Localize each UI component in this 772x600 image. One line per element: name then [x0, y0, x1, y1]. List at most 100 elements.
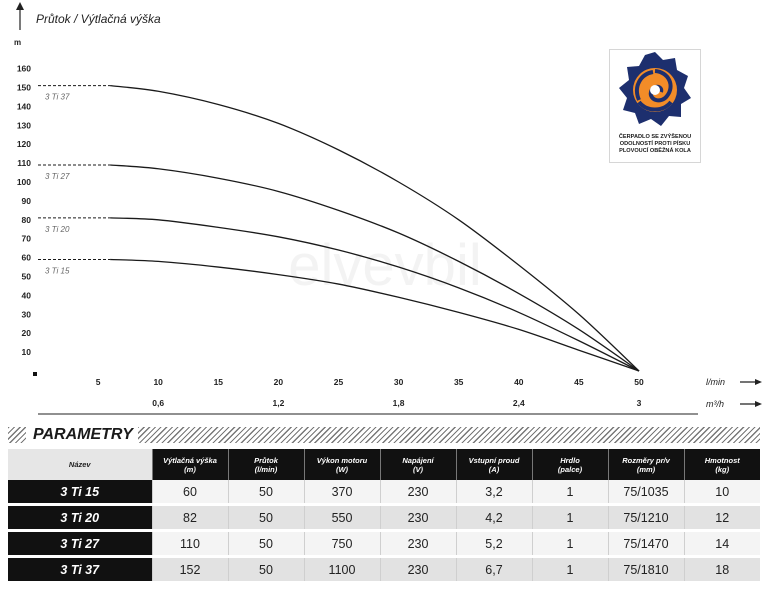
x2-tick-label: 0,6: [152, 398, 164, 408]
watermark: elvevbil: [288, 233, 481, 298]
logo-caption-line: PLOVOUCÍ OBĚŽNÁ KOLA: [619, 148, 691, 154]
impeller-logo-icon: [619, 52, 691, 126]
x2-tick-label: 1,2: [272, 398, 284, 408]
curves: [38, 84, 640, 372]
series-line: [110, 84, 640, 372]
table-cell: 6,7: [455, 556, 532, 584]
table-cell: 230: [379, 504, 456, 532]
x2-tick-label: 1,8: [393, 398, 405, 408]
x2-unit-label: m³/h: [706, 399, 724, 409]
model-name-cell: 3 Ti 15: [8, 480, 152, 506]
y-unit-label: m: [14, 38, 21, 47]
x-axis-arrow-head-icon: [755, 379, 762, 385]
table-header-row: Název Výtlačná výška (m) Průtok (l/min) Výkon…: [8, 449, 760, 480]
header-unit: (mm): [636, 464, 656, 474]
x-unit-label: l/min: [706, 377, 725, 387]
table-cell: 50: [227, 556, 304, 584]
table-cell: 10: [683, 480, 760, 506]
table-cell: 50: [227, 530, 304, 558]
header-unit: (l/min): [254, 464, 278, 474]
x-tick-label: 20: [274, 377, 284, 387]
model-name-cell: 3 Ti 37: [8, 556, 152, 584]
y-tick-label: 30: [22, 309, 32, 319]
table-cell: 75/1810: [607, 556, 684, 584]
product-logo-box: ČERPADLO SE ZVÝŠENOU ODOLNOSTÍ PROTI PÍS…: [609, 49, 701, 163]
x-tick-label: 30: [394, 377, 404, 387]
table-header-cell: Rozměry pr/v (mm): [607, 449, 684, 480]
table-body: 3 Ti 15 60 50 370 230 3,2 1 75/1035 10 3 Ti 20 82 5…: [8, 480, 760, 584]
y-axis-arrow-head-icon: [16, 2, 24, 10]
y-tick-label: 80: [22, 215, 32, 225]
y-tick-label: 140: [17, 101, 31, 111]
table-cell: 230: [379, 530, 456, 558]
table-cell: 75/1035: [607, 480, 684, 506]
origin-marker: [33, 372, 37, 376]
table-cell: 152: [151, 556, 228, 584]
y-tick-label: 130: [17, 120, 31, 130]
table-cell: 60: [151, 480, 228, 506]
table-cell: 1: [531, 530, 608, 558]
header-unit: (W): [335, 464, 349, 474]
x-tick-label: 50: [634, 377, 644, 387]
table-cell: 3,2: [455, 480, 532, 506]
table-header-cell: Vstupní proud (A): [455, 449, 532, 480]
table-header-cell: Hmotnost (kg): [683, 449, 760, 480]
y-tick-label: 10: [22, 347, 32, 357]
y-tick-label: 120: [17, 139, 31, 149]
params-table: Název Výtlačná výška (m) Průtok (l/min) Výkon…: [8, 449, 760, 584]
table-row: 3 Ti 15 60 50 370 230 3,2 1 75/1035 10: [8, 480, 760, 506]
table-header-cell: Průtok (l/min): [227, 449, 304, 480]
table-cell: 750: [303, 530, 380, 558]
params-title: PARAMETRY: [28, 425, 138, 445]
table-cell: 1: [531, 504, 608, 532]
series-label: 3 Ti 37: [45, 93, 70, 102]
y-tick-label: 90: [22, 196, 32, 206]
y-tick-label: 60: [22, 253, 32, 263]
x-tick-label: 35: [454, 377, 464, 387]
axes: [16, 2, 762, 415]
header-label: Hrdlo: [560, 455, 580, 465]
series-label: 3 Ti 20: [45, 225, 70, 234]
table-row: 3 Ti 20 82 50 550 230 4,2 1 75/1210 12: [8, 504, 760, 532]
header-label: Výkon motoru: [316, 455, 368, 465]
y-tick-label: 160: [17, 64, 31, 74]
x-tick-label: 5: [96, 377, 101, 387]
table-cell: 230: [379, 480, 456, 506]
axis-labels: Průtok / Výtlačná výška m 10 20 30 40 50 60 70 80…: [14, 12, 725, 409]
y-tick-label: 50: [22, 272, 32, 282]
model-name-cell: 3 Ti 20: [8, 504, 152, 532]
table-header-cell: Výkon motoru (W): [303, 449, 380, 480]
x2-tick-label: 2,4: [513, 398, 525, 408]
logo-caption: ČERPADLO SE ZVÝŠENOU ODOLNOSTÍ PROTI PÍS…: [610, 134, 700, 155]
table-row: 3 Ti 27 110 50 750 230 5,2 1 75/1470 14: [8, 530, 760, 558]
header-label: Rozměry pr/v: [622, 455, 670, 465]
x-tick-label: 25: [334, 377, 344, 387]
table-row: 3 Ti 37 152 50 1100 230 6,7 1 75/1810 18: [8, 556, 760, 584]
performance-chart: elvevbil Průtok / Výtlačná výška m 10 20 30 4…: [14, 2, 762, 415]
logo-caption-line: ČERPADLO SE ZVÝŠENOU: [618, 134, 692, 140]
x-tick-label: 40: [514, 377, 524, 387]
table-cell: 230: [379, 556, 456, 584]
x-tick-label: 15: [214, 377, 224, 387]
series-label: 3 Ti 27: [45, 172, 70, 181]
table-cell: 370: [303, 480, 380, 506]
y-tick-label: 150: [17, 83, 31, 93]
table-cell: 18: [683, 556, 760, 584]
table-cell: 1: [531, 556, 608, 584]
header-label: Výtlačná výška: [163, 455, 217, 465]
table-header-cell: Název: [8, 449, 152, 480]
table-cell: 1100: [303, 556, 380, 584]
table-cell: 75/1210: [607, 504, 684, 532]
header-unit: (A): [488, 464, 500, 474]
series-line: [110, 217, 640, 372]
y-tick-label: 110: [17, 158, 31, 168]
table-cell: 50: [227, 480, 304, 506]
x2-tick-label: 3: [637, 398, 642, 408]
y-tick-label: 40: [22, 290, 32, 300]
series-line: [110, 164, 640, 372]
header-label: Vstupní proud: [468, 455, 520, 465]
x-tick-label: 10: [153, 377, 163, 387]
table-cell: 12: [683, 504, 760, 532]
header-unit: (kg): [715, 464, 730, 474]
table-cell: 550: [303, 504, 380, 532]
